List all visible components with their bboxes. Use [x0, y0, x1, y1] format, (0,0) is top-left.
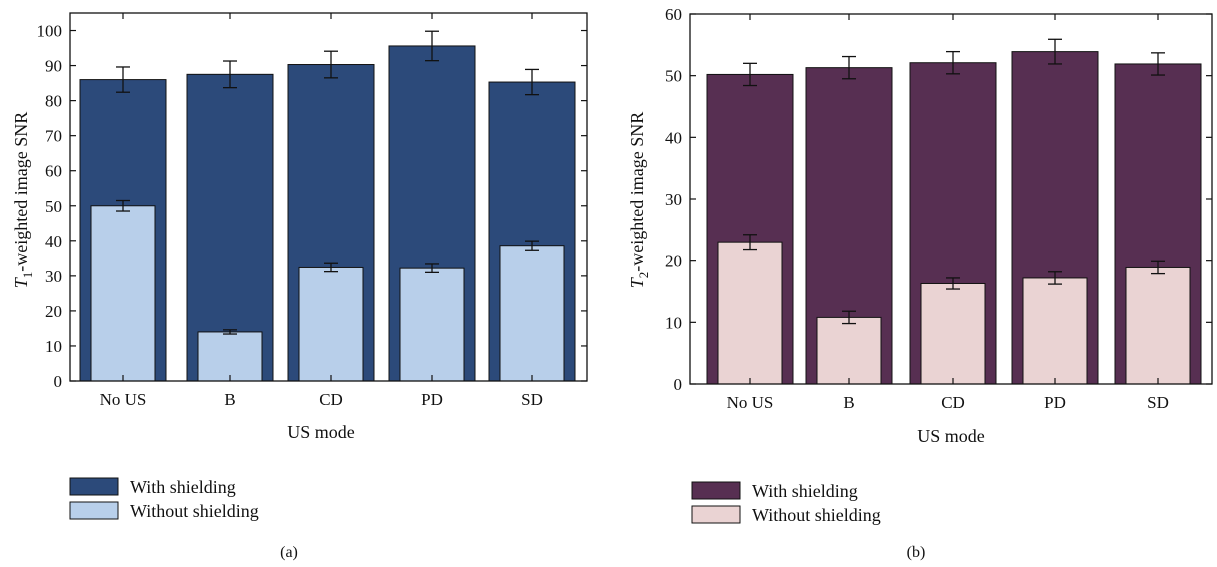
panel-a-axes-frame: [69, 12, 588, 382]
panel-a-y-tick-label: 100: [37, 22, 63, 41]
panel-b-x-tick-label: No US: [727, 393, 774, 412]
panel-b-bar-without-shielding-no-us: [717, 241, 783, 385]
panel-b-y-tick-label: 60: [665, 5, 682, 24]
panel-a-error-bar-with-shielding-sd: [525, 68, 539, 96]
panel-a-y-tick-label: 90: [45, 57, 62, 76]
panel-b-bar-without-shielding-b: [816, 316, 882, 385]
panel-b-chart: 0 10 20 30 40 50 60 No US B CD PD SD T2-weighted im…: [627, 5, 1213, 561]
panel-b-legend-label-with-shielding: With shielding: [752, 481, 858, 501]
panel-a-bar-without-shielding-no-us: [90, 205, 156, 382]
panel-b-error-bar-without-shielding-sd: [1151, 260, 1165, 275]
panel-b-legend: With shielding Without shielding: [691, 481, 881, 525]
panel-b-y-axis-title-rest: -weighted image SNR: [627, 112, 647, 272]
panel-b-y-axis-title-subscript: 2: [636, 272, 651, 279]
panel-b-y-tick-label: 10: [665, 313, 682, 332]
panel-a-y-tick-label: 40: [45, 232, 62, 251]
panel-a-y-tick-label: 20: [45, 302, 62, 321]
panel-a-y-axis-title: T1-weighted image SNR: [11, 112, 35, 289]
panel-a-error-bar-without-shielding-cd: [324, 262, 338, 273]
panel-b-y-tick-label: 50: [665, 67, 682, 86]
panel-b-x-tick-label: PD: [1044, 393, 1066, 412]
panel-b-y-tick-label: 0: [674, 375, 683, 394]
panel-b-error-bar-with-shielding-sd: [1151, 52, 1165, 76]
panel-a-y-tick-label: 60: [45, 162, 62, 181]
panel-b-plot-area: 0 10 20 30 40 50 60 No US B CD PD SD: [665, 5, 1213, 412]
panel-b-legend-label-without-shielding: Without shielding: [752, 505, 881, 525]
panel-a-error-bar-with-shielding-pd: [425, 30, 439, 62]
panel-a-x-tick-label: PD: [421, 390, 443, 409]
panel-a-error-bar-with-shielding-no-us: [116, 66, 130, 93]
panel-a-legend: With shielding Without shielding: [69, 477, 259, 521]
panel-b-error-bar-without-shielding-no-us: [743, 234, 757, 251]
panel-b-y-tick-label: 30: [665, 190, 682, 209]
panel-a-x-tick-label: SD: [521, 390, 543, 409]
panel-b-y-axis-title: T2-weighted image SNR: [627, 112, 651, 289]
panel-a-y-tick-label: 80: [45, 92, 62, 111]
panel-b-legend-swatch-without-shielding: [691, 505, 741, 524]
panel-b-x-tick-label: CD: [941, 393, 965, 412]
panel-b-error-bar-with-shielding-b: [842, 55, 856, 80]
panel-a-y-tick-label: 0: [54, 372, 63, 391]
panel-b-bar-without-shielding-sd: [1125, 266, 1191, 385]
panel-a-error-bar-with-shielding-b: [223, 60, 237, 89]
panel-a-x-tick-label: CD: [319, 390, 343, 409]
panel-b-y-axis-title-symbol: T: [627, 276, 647, 288]
panel-a-legend-label-without-shielding: Without shielding: [130, 501, 259, 521]
panel-a-legend-swatch-without-shielding: [69, 501, 119, 520]
panel-a-error-bar-without-shielding-no-us: [116, 199, 130, 212]
panel-a-error-bar-without-shielding-pd: [425, 263, 439, 274]
panel-a-y-tick-label: 30: [45, 267, 62, 286]
panel-b-label: (b): [907, 544, 926, 561]
panel-a-error-bar-without-shielding-b: [223, 329, 237, 335]
panel-b-error-bar-without-shielding-pd: [1048, 271, 1062, 285]
panel-a-bar-without-shielding-sd: [499, 245, 565, 382]
panel-a-bar-without-shielding-cd: [298, 266, 364, 382]
panel-a-y-tick-label: 70: [45, 127, 62, 146]
panel-b-error-bar-with-shielding-cd: [946, 50, 960, 75]
panel-b-error-bar-with-shielding-pd: [1048, 38, 1062, 65]
panel-b-x-axis-title: US mode: [917, 426, 985, 446]
panel-b-y-tick-label: 40: [665, 128, 682, 147]
panel-b-bar-without-shielding-pd: [1022, 277, 1088, 385]
panel-b-bar-without-shielding-cd: [920, 282, 986, 385]
panel-a-error-bar-with-shielding-cd: [324, 50, 338, 79]
panel-a-y-tick-label: 50: [45, 197, 62, 216]
panel-a-x-tick-label: No US: [100, 390, 147, 409]
panel-a-x-axis-title: US mode: [287, 422, 355, 442]
panel-b-error-bar-with-shielding-no-us: [743, 62, 757, 87]
panel-a-y-tick-label: 10: [45, 337, 62, 356]
panel-b-x-tick-label: SD: [1147, 393, 1169, 412]
panel-a-bar-without-shielding-pd: [399, 267, 465, 382]
panel-a-label: (a): [280, 544, 298, 561]
panel-a-x-tick-label: B: [224, 390, 235, 409]
panel-b-y-tick-label: 20: [665, 252, 682, 271]
panel-a-bar-without-shielding-b: [197, 331, 263, 382]
panel-b-error-bar-without-shielding-b: [842, 310, 856, 325]
panel-b-x-tick-label: B: [843, 393, 854, 412]
panel-b-error-bar-without-shielding-cd: [946, 277, 960, 290]
panel-b-legend-swatch-with-shielding: [691, 481, 741, 500]
panel-a-error-bar-without-shielding-sd: [525, 240, 539, 251]
panel-a-plot-area: 0 10 20 30 40 50 60 70 80 90 100 No US B CD PD SD: [37, 12, 588, 409]
panel-a-y-axis-title-rest: -weighted image SNR: [11, 112, 31, 272]
panel-a-legend-label-with-shielding: With shielding: [130, 477, 236, 497]
panel-a-legend-swatch-with-shielding: [69, 477, 119, 496]
panel-a-y-axis-title-symbol: T: [11, 276, 31, 288]
panel-a-y-axis-title-subscript: 1: [20, 272, 35, 279]
panel-a-chart: 0 10 20 30 40 50 60 70 80 90 100 No US B CD PD SD T1-we…: [11, 12, 588, 561]
